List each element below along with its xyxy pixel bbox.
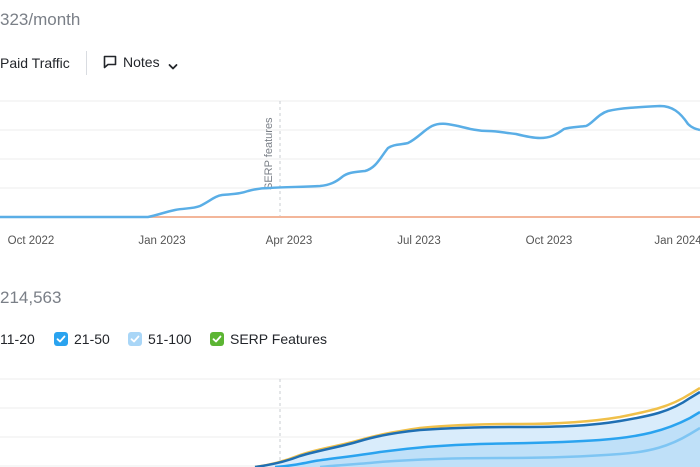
keywords-chart: [0, 378, 700, 467]
annotation-label: SERP features: [263, 117, 275, 190]
x-tick: Apr 2023: [266, 235, 313, 247]
keywords-value: 214,563: [0, 288, 62, 307]
legend-label: SERP Features: [230, 331, 328, 347]
toolbar-divider: [86, 51, 87, 75]
x-tick: Jan 2023: [138, 235, 185, 247]
notes-button[interactable]: Notes: [103, 54, 178, 70]
legend-label: 21-50: [74, 331, 110, 347]
x-tick: Jul 2023: [397, 235, 440, 247]
x-axis-labels: Oct 2022 Jan 2023 Apr 2023 Jul 2023 Oct …: [8, 235, 700, 247]
x-tick: Jan 2024: [654, 235, 700, 247]
notes-icon: [103, 55, 117, 69]
organic-traffic-line: [0, 104, 700, 219]
x-tick: Oct 2023: [526, 235, 573, 247]
legend-item-serp-features[interactable]: SERP Features: [210, 331, 327, 347]
check-icon: [128, 332, 142, 346]
legend-label: 11-20: [0, 331, 35, 347]
legend-item-51-100[interactable]: 51-100: [128, 331, 192, 347]
traffic-chart: SERP features Oct 2022 Jan 2023 Apr 2023…: [0, 100, 700, 247]
series-21-50-line: [274, 410, 700, 467]
series-11-20-line: [254, 390, 700, 467]
series-51-100-line: [319, 426, 700, 467]
check-icon: [54, 332, 68, 346]
legend-item-11-20[interactable]: 11-20: [0, 331, 35, 347]
notes-label: Notes: [123, 54, 160, 70]
check-icon: [210, 332, 224, 346]
legend-item-21-50[interactable]: 21-50: [54, 331, 110, 347]
traffic-value: 323/month: [0, 10, 81, 29]
gridlines: [0, 100, 700, 189]
area-21-50: [275, 412, 700, 467]
chevron-down-icon: [168, 58, 178, 70]
legend-label: 51-100: [148, 331, 192, 347]
x-tick: Oct 2022: [8, 235, 55, 247]
paid-traffic-toggle[interactable]: Paid Traffic: [0, 55, 70, 71]
